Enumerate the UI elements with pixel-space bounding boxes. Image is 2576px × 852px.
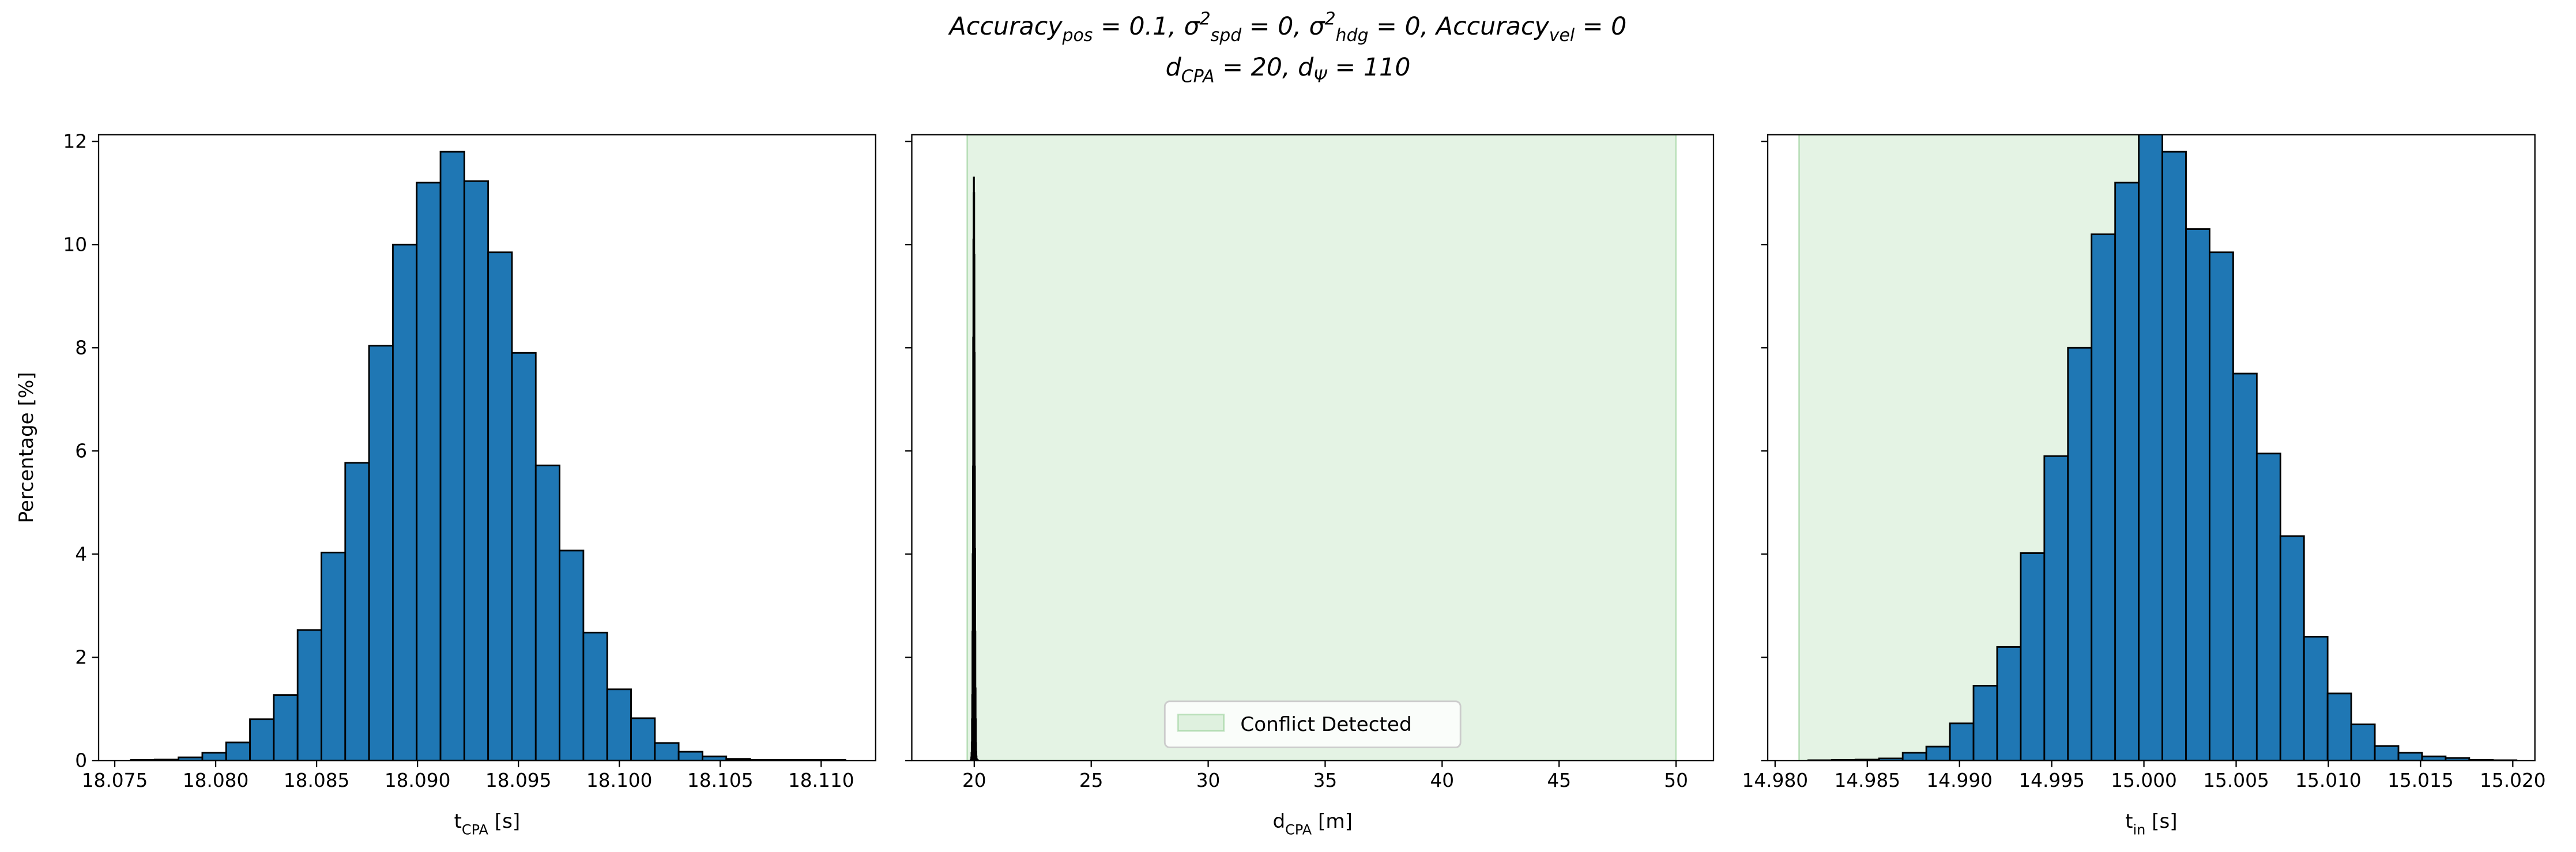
bar (1925, 745, 1951, 761)
bar (2020, 552, 2046, 761)
bar (559, 549, 585, 761)
bar (1972, 685, 1998, 761)
bar (201, 752, 227, 761)
x-tick-label: 15.015 (2387, 770, 2454, 791)
bar (416, 182, 442, 761)
bar (654, 742, 680, 761)
x-tick-label: 15.005 (2203, 770, 2269, 791)
figure-title: dCPA = 20, dΨ = 110 (1166, 53, 1411, 86)
axes-frame (1767, 134, 2536, 761)
figure-title: Accuracypos = 0.1, σ2spd = 0, σ2hdg = 0,… (948, 9, 1627, 46)
bar (1996, 646, 2022, 761)
x-tick-label: 14.990 (1926, 770, 1993, 791)
x-tick-label: 20 (962, 770, 986, 791)
x-tick-label: 15.010 (2295, 770, 2362, 791)
bar (630, 717, 656, 761)
bar (225, 741, 251, 761)
bar (534, 464, 561, 761)
x-tick-label: 50 (1664, 770, 1688, 791)
plot-area (130, 150, 846, 761)
bar (1949, 722, 1975, 761)
bar (2397, 752, 2423, 761)
x-tick-label: 35 (1313, 770, 1338, 791)
x-tick-label: 40 (1430, 770, 1454, 791)
x-tick-label: 18.110 (788, 770, 854, 791)
shaded-span (966, 134, 1677, 761)
bar (273, 694, 299, 761)
axes-frame (97, 134, 876, 761)
x-tick-label: 18.090 (385, 770, 451, 791)
bar (582, 631, 608, 761)
x-tick-label: 45 (1547, 770, 1571, 791)
bar (2043, 455, 2069, 761)
bar (2350, 723, 2376, 761)
bar (368, 345, 394, 761)
x-tick-label: 18.080 (183, 770, 249, 791)
bar (2303, 636, 2329, 761)
x-tick-label: 30 (1196, 770, 1221, 791)
y-tick-label: 8 (75, 337, 87, 359)
y-axis-label: Percentage [%] (15, 372, 38, 523)
y-tick-label: 12 (63, 131, 87, 153)
bar (2114, 182, 2140, 761)
bar (2232, 372, 2258, 761)
bar (344, 462, 370, 761)
x-tick-label: 18.105 (687, 770, 754, 791)
bar (2374, 745, 2400, 761)
y-tick-label: 4 (75, 544, 87, 566)
x-tick-label: 14.980 (1742, 770, 1809, 791)
plot-area (1798, 134, 2518, 761)
x-axis-label: tCPA [s] (454, 810, 521, 838)
x-tick-label: 25 (1079, 770, 1104, 791)
bar (2138, 134, 2163, 761)
x-tick-label: 14.995 (2018, 770, 2085, 791)
bar (2209, 251, 2234, 761)
bar (1901, 752, 1927, 761)
x-axis-label: dCPA [m] (1272, 810, 1353, 838)
bar (391, 243, 418, 761)
y-tick-label: 10 (63, 234, 87, 256)
bar (296, 629, 322, 761)
bar (2067, 346, 2093, 761)
bar (439, 150, 465, 761)
x-axis-label: tin [s] (2125, 810, 2178, 838)
bar (677, 751, 703, 761)
bar (487, 251, 513, 761)
y-tick-label: 6 (75, 440, 87, 462)
x-tick-label: 15.020 (2480, 770, 2546, 791)
bar (2091, 233, 2116, 761)
bar (2279, 535, 2305, 761)
bar (463, 180, 489, 761)
x-tick-label: 18.085 (284, 770, 350, 791)
legend-label: Conflict Detected (1240, 713, 1411, 736)
bar (606, 688, 632, 761)
legend-swatch (1177, 714, 1225, 732)
x-tick-label: 15.000 (2111, 770, 2177, 791)
bar (2326, 692, 2352, 761)
axes-frame (911, 134, 1715, 761)
bar (2161, 150, 2187, 761)
bar (511, 352, 537, 761)
bar (2255, 453, 2281, 761)
bar (321, 552, 347, 761)
bar (2185, 228, 2210, 761)
x-tick-label: 14.985 (1834, 770, 1900, 791)
plot-area (966, 134, 1677, 761)
x-tick-label: 18.075 (82, 770, 148, 791)
x-tick-label: 18.100 (586, 770, 653, 791)
y-tick-label: 2 (75, 647, 87, 669)
x-tick-label: 18.095 (485, 770, 552, 791)
legend-box (1163, 700, 1462, 748)
bar (249, 718, 275, 761)
y-tick-label: 0 (75, 750, 87, 772)
